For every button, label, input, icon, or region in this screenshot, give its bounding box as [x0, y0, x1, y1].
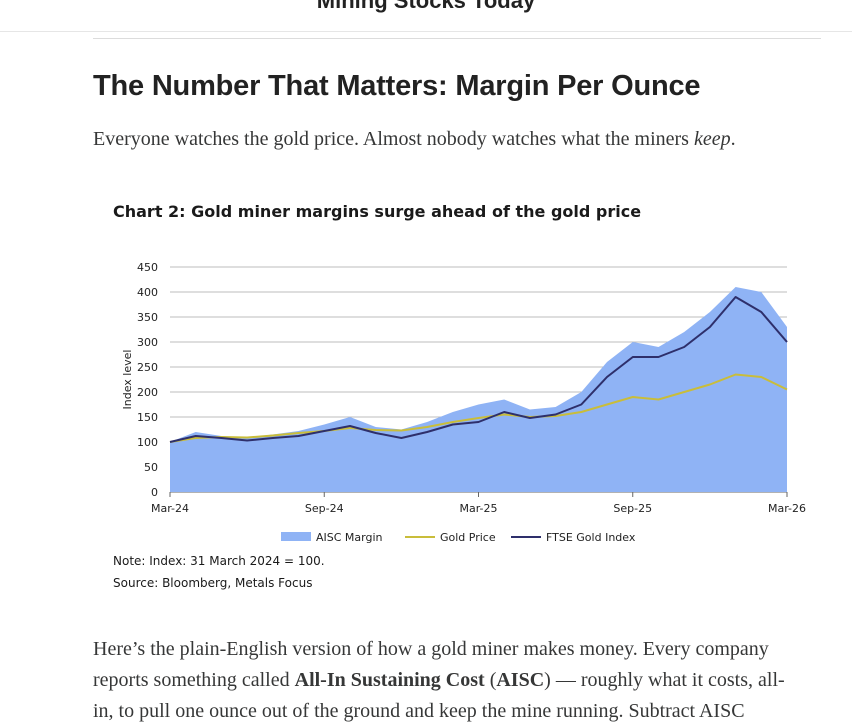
x-tick-label: Mar-24	[151, 502, 189, 515]
chart-svg: 0 50 100 150 200 250 300 350 400 450 Index level Ma…	[121, 261, 806, 544]
y-axis-label: Index level	[121, 350, 134, 410]
section-heading: The Number That Matters: Margin Per Ounc…	[93, 70, 701, 102]
gold-price-line	[169, 373, 788, 443]
body-line-1: Here’s the plain-English version of how …	[93, 638, 769, 660]
site-title[interactable]: Mining Stocks Today	[316, 0, 536, 13]
y-tick-label: 450	[137, 261, 158, 274]
body-line-2-a: reports something called	[93, 669, 295, 691]
y-tick-label: 150	[137, 411, 158, 424]
y-tick-label: 350	[137, 311, 158, 324]
body-line-2: reports something called All-In Sustaini…	[93, 669, 785, 692]
y-tick-label: 50	[144, 461, 158, 474]
divider	[93, 38, 821, 39]
intro-paragraph: Everyone watches the gold price. Almost …	[93, 128, 736, 151]
y-tick-label: 400	[137, 286, 158, 299]
legend-label: AISC Margin	[316, 531, 383, 544]
intro-text: Everyone watches the gold price. Almost …	[93, 128, 694, 150]
y-tick-label: 0	[151, 486, 158, 499]
x-tick-label: Sep-25	[613, 502, 652, 515]
y-tick-label: 300	[137, 336, 158, 349]
term-aisc: AISC	[496, 669, 545, 691]
chart-source: Source: Bloomberg, Metals Focus	[113, 576, 313, 590]
body-line-2-c: (	[484, 669, 497, 691]
site-header: Mining Stocks Today	[0, 0, 852, 32]
legend-label: Gold Price	[440, 531, 496, 544]
term-aisc-full: All-In Sustaining Cost	[294, 669, 485, 691]
y-tick-label: 200	[137, 386, 158, 399]
chart-note: Note: Index: 31 March 2024 = 100.	[113, 554, 325, 568]
intro-end: .	[730, 128, 736, 150]
y-tick-label: 100	[137, 436, 158, 449]
aisc-margin-area	[170, 287, 787, 492]
y-tick-label: 250	[137, 361, 158, 374]
chart-title: Chart 2: Gold miner margins surge ahead …	[113, 202, 642, 221]
body-line-2-e: ) — roughly what it costs, all-	[544, 669, 785, 691]
body-line-3: in, to pull one ounce out of the ground …	[93, 700, 745, 722]
legend-label: FTSE Gold Index	[546, 531, 636, 544]
intro-emphasis: keep	[693, 128, 731, 150]
x-tick-label: Sep-24	[305, 502, 344, 515]
x-tick-label: Mar-26	[768, 502, 806, 515]
legend-swatch	[281, 532, 311, 541]
ftse-gold-index-line	[169, 296, 788, 443]
chart-figure: Chart 2: Gold miner margins surge ahead …	[93, 185, 823, 605]
x-tick-label: Mar-25	[459, 502, 497, 515]
